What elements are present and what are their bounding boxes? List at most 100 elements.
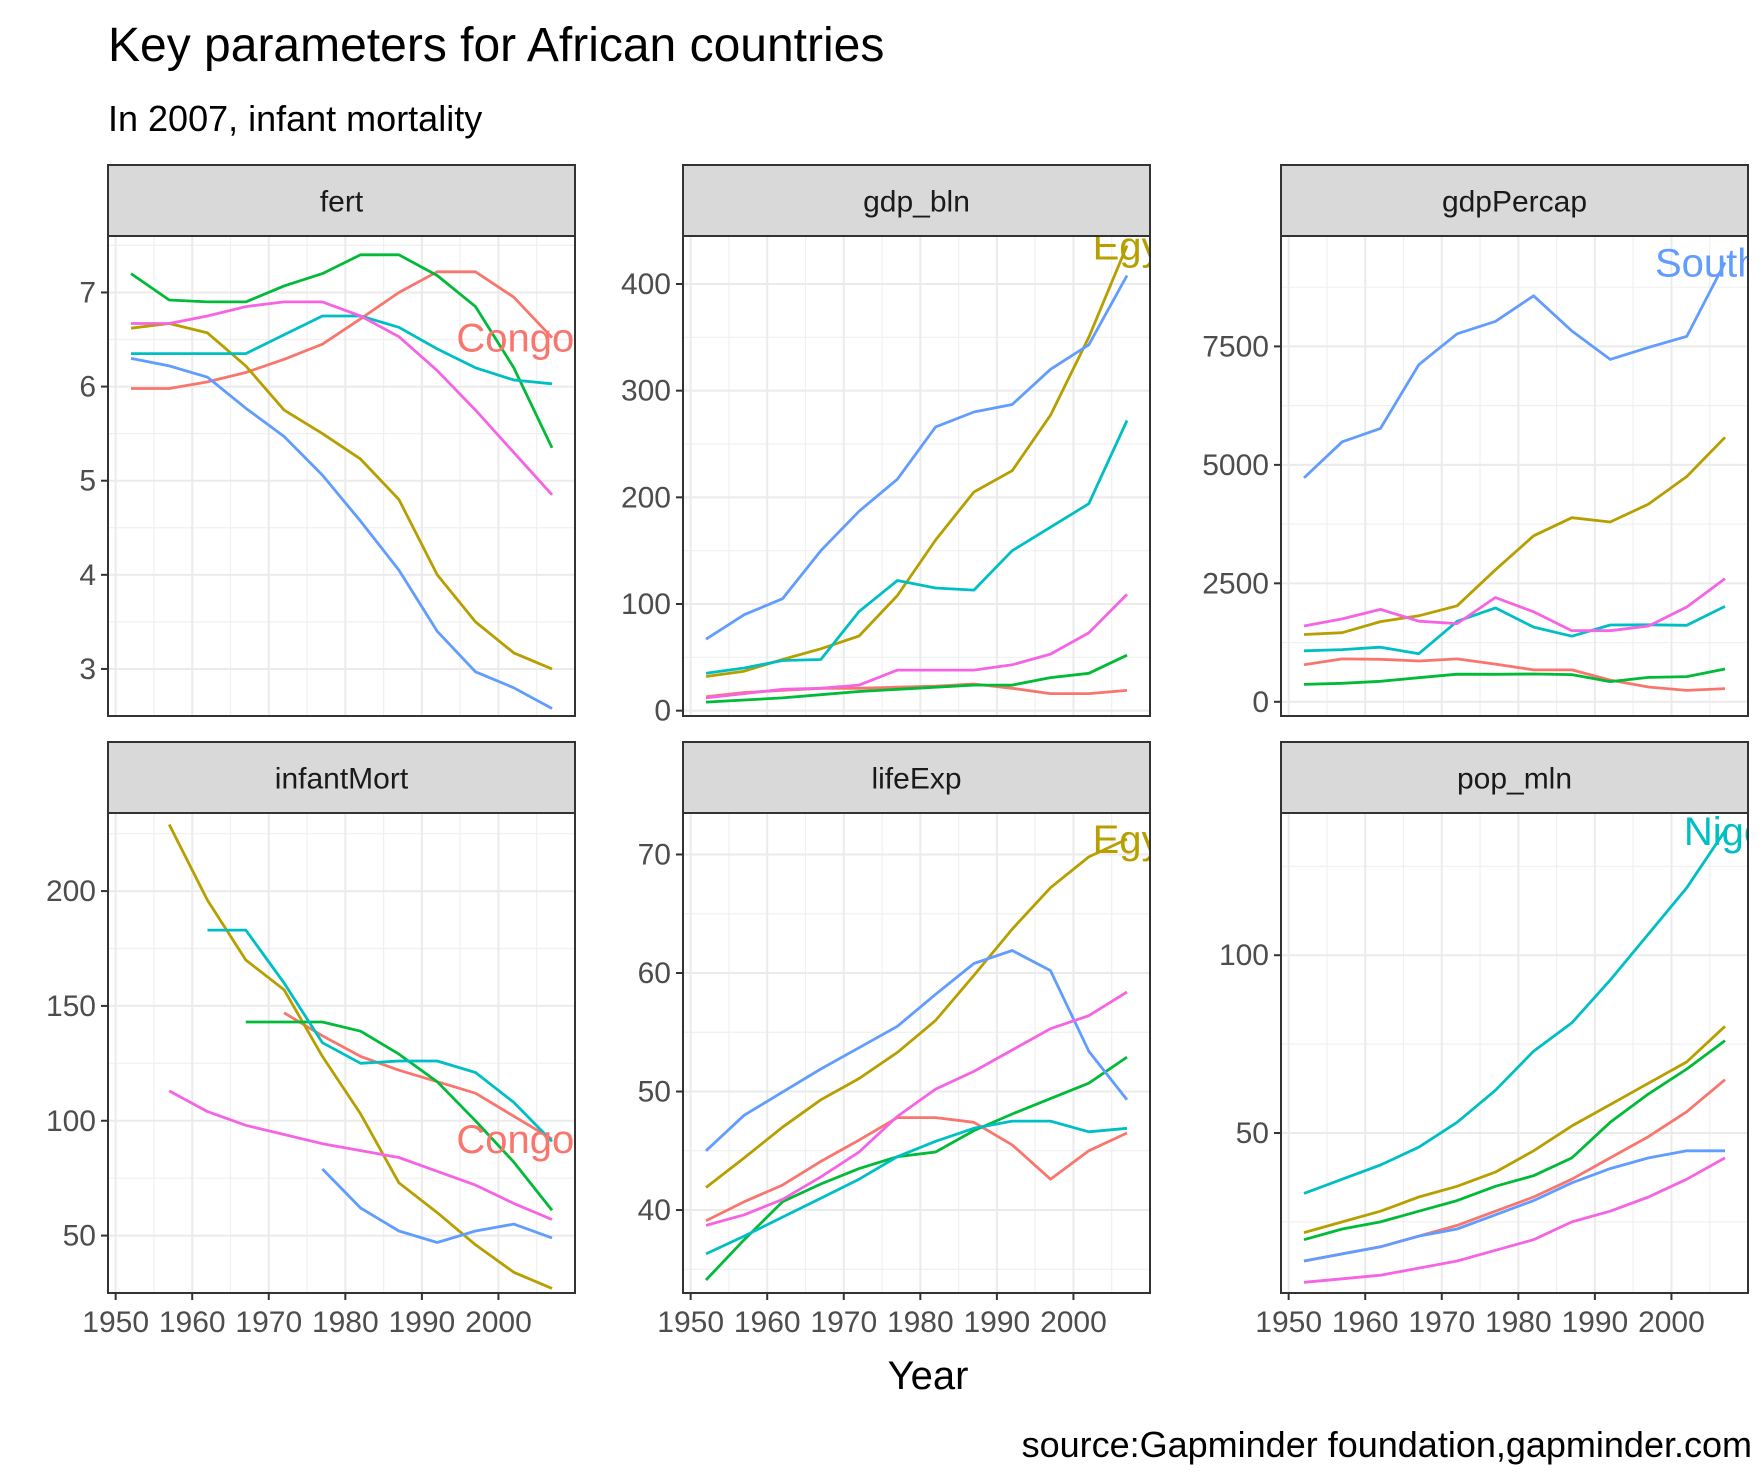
x-tick-label: 1970 bbox=[235, 1306, 302, 1339]
facet-strip-gdpPercap bbox=[1280, 164, 1749, 237]
series-line bbox=[705, 949, 1129, 1152]
panel-background bbox=[683, 236, 1150, 716]
series-group: Congo, De bbox=[130, 253, 647, 710]
x-tick-label: 1960 bbox=[1332, 1306, 1399, 1339]
facet-strip-label: pop_mln bbox=[1457, 763, 1572, 796]
series-line bbox=[207, 928, 554, 1143]
x-axis-title: Year bbox=[887, 1354, 969, 1398]
panel-border bbox=[1280, 812, 1749, 1294]
x-tick-label: 1970 bbox=[1408, 1306, 1475, 1339]
facet-strip-infantMort bbox=[107, 741, 576, 814]
series-end-label: South A bbox=[1655, 242, 1762, 286]
y-tick-label: 100 bbox=[1219, 939, 1269, 972]
series-line bbox=[131, 300, 554, 496]
x-tick-label: 1980 bbox=[312, 1306, 379, 1339]
y-tick-label: 7 bbox=[79, 276, 96, 309]
panel-border bbox=[1280, 235, 1749, 717]
x-tick-label: 1960 bbox=[734, 1306, 801, 1339]
x-tick-label: 1980 bbox=[1485, 1306, 1552, 1339]
series-line bbox=[245, 1020, 554, 1212]
x-tick-label: 2000 bbox=[1638, 1306, 1705, 1339]
chart-subtitle: In 2007, infant mortality bbox=[108, 98, 483, 139]
series-line bbox=[131, 314, 553, 386]
x-tick-label: 1990 bbox=[964, 1306, 1031, 1339]
panel-border bbox=[107, 235, 576, 717]
series-line bbox=[1303, 436, 1727, 636]
y-tick-label: 5 bbox=[79, 465, 96, 498]
series-line bbox=[705, 653, 1128, 704]
y-tick-label: 7500 bbox=[1202, 330, 1269, 363]
series-line bbox=[1303, 1156, 1726, 1284]
series-line bbox=[131, 270, 554, 390]
x-tick-label: 2000 bbox=[1040, 1306, 1107, 1339]
x-tick-label: 2000 bbox=[465, 1306, 532, 1339]
series-group: Nige bbox=[1303, 810, 1762, 1284]
y-tick-label: 100 bbox=[621, 588, 671, 621]
facet-strip-pop_mln bbox=[1280, 741, 1749, 814]
series-line bbox=[1303, 830, 1727, 1195]
series-line bbox=[1303, 1149, 1725, 1263]
chart-title: Key parameters for African countries bbox=[108, 19, 885, 72]
y-tick-label: 40 bbox=[638, 1194, 671, 1227]
series-end-label: Congo, De bbox=[456, 317, 647, 361]
series-line bbox=[705, 593, 1128, 700]
y-tick-label: 150 bbox=[46, 990, 96, 1023]
y-tick-label: 60 bbox=[638, 957, 671, 990]
series-line bbox=[705, 990, 1128, 1227]
x-tick-label: 1950 bbox=[657, 1306, 724, 1339]
y-tick-label: 400 bbox=[621, 268, 671, 301]
facet-strip-lifeExp bbox=[682, 741, 1151, 814]
series-group: Congo, De bbox=[167, 823, 647, 1290]
x-tick-label: 1980 bbox=[887, 1306, 954, 1339]
series-line bbox=[705, 419, 1129, 675]
y-tick-label: 2500 bbox=[1202, 567, 1269, 600]
series-end-label: Congo, De bbox=[456, 1118, 647, 1162]
facet-strip-label: lifeExp bbox=[871, 763, 961, 796]
x-tick-label: 1950 bbox=[1255, 1306, 1322, 1339]
panel-border bbox=[107, 812, 576, 1294]
y-tick-label: 200 bbox=[621, 481, 671, 514]
y-tick-label: 70 bbox=[638, 838, 671, 871]
y-tick-label: 0 bbox=[654, 695, 671, 728]
y-tick-label: 4 bbox=[79, 559, 96, 592]
series-line bbox=[1303, 657, 1726, 692]
series-line bbox=[130, 357, 553, 710]
y-tick-label: 5000 bbox=[1202, 449, 1269, 482]
series-line bbox=[321, 1168, 553, 1244]
facet-strip-label: gdpPercap bbox=[1442, 186, 1587, 219]
series-line bbox=[130, 253, 554, 449]
series-group: South A bbox=[1303, 242, 1762, 692]
panel-border bbox=[682, 235, 1151, 717]
panel-background bbox=[1281, 236, 1748, 716]
x-tick-label: 1990 bbox=[389, 1306, 456, 1339]
series-line bbox=[1303, 1025, 1726, 1234]
y-tick-label: 50 bbox=[63, 1220, 96, 1253]
series-line bbox=[1303, 1039, 1726, 1242]
y-tick-label: 300 bbox=[621, 375, 671, 408]
x-tick-label: 1960 bbox=[159, 1306, 226, 1339]
facet-strip-label: infantMort bbox=[275, 763, 409, 796]
facet-strip-label: gdp_bln bbox=[863, 186, 970, 219]
y-tick-label: 0 bbox=[1252, 686, 1269, 719]
x-tick-label: 1990 bbox=[1562, 1306, 1629, 1339]
series-line bbox=[1303, 261, 1727, 479]
y-tick-label: 100 bbox=[46, 1105, 96, 1138]
series-group: Egy bbox=[705, 236, 1150, 704]
series-line bbox=[705, 1119, 1128, 1256]
y-tick-label: 50 bbox=[1236, 1117, 1269, 1150]
panel-background bbox=[683, 813, 1150, 1293]
x-tick-label: 1970 bbox=[810, 1306, 877, 1339]
panel-background bbox=[1281, 813, 1748, 1293]
y-tick-label: 3 bbox=[79, 653, 96, 686]
y-tick-label: 50 bbox=[638, 1076, 671, 1109]
y-tick-label: 6 bbox=[79, 371, 96, 404]
series-end-label: Nige bbox=[1684, 810, 1762, 854]
panel-border bbox=[682, 812, 1151, 1294]
x-tick-label: 1950 bbox=[82, 1306, 149, 1339]
series-group: Egy bbox=[704, 818, 1150, 1281]
series-line bbox=[1303, 667, 1726, 686]
series-line bbox=[1303, 577, 1726, 633]
series-line bbox=[130, 322, 553, 671]
series-line bbox=[705, 1116, 1128, 1222]
